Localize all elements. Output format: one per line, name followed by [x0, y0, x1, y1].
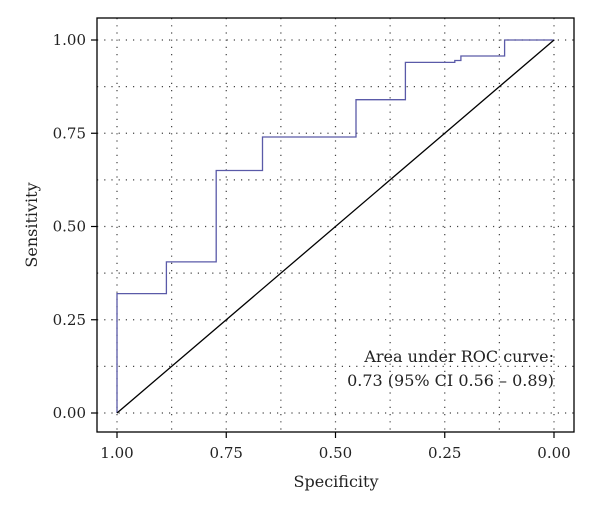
- series-layer: [116, 39, 555, 414]
- y-axis: 0.00 0.25 0.50 0.75 1.00: [53, 31, 97, 422]
- auc-annotation-line-2: 0.73 (95% CI 0.56 – 0.89): [347, 371, 554, 390]
- y-tick-label: 0.50: [53, 218, 86, 236]
- x-tick-label: 0.00: [537, 444, 570, 462]
- x-tick-label: 0.25: [428, 444, 461, 462]
- y-tick-label: 0.25: [53, 311, 86, 329]
- x-axis: 1.00 0.75 0.50 0.25 0.00: [100, 432, 571, 462]
- x-tick-label: 0.50: [319, 444, 352, 462]
- x-tick-label: 0.75: [210, 444, 243, 462]
- y-tick-label: 0.00: [53, 404, 86, 422]
- y-tick-label: 1.00: [53, 31, 86, 49]
- y-axis-title: Sensitivity: [22, 182, 41, 267]
- x-tick-label: 1.00: [100, 444, 133, 462]
- roc-curve-line: [116, 39, 554, 413]
- x-axis-title: Specificity: [294, 472, 379, 491]
- auc-annotation-line-1: Area under ROC curve:: [363, 347, 554, 366]
- y-tick-label: 0.75: [53, 124, 86, 142]
- reference-diagonal-line: [116, 39, 555, 414]
- plot-area: [97, 18, 574, 432]
